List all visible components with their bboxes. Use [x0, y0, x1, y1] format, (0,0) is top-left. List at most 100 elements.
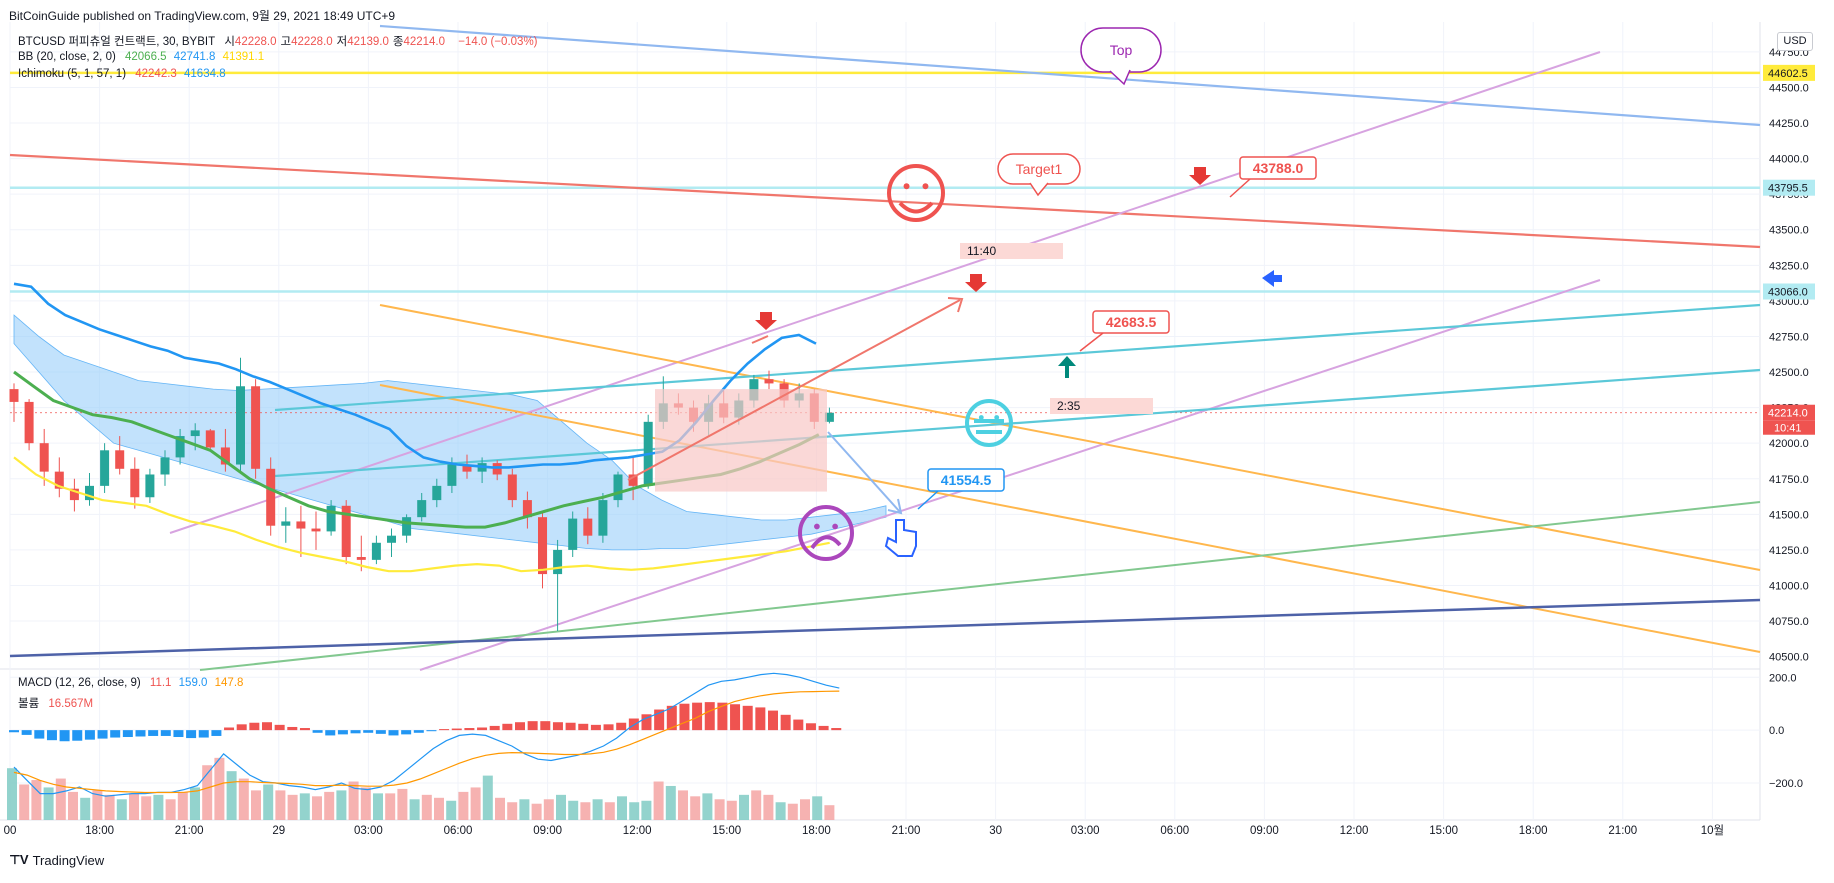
- price-tick-label: 41000.0: [1769, 580, 1809, 592]
- volume-bar: [238, 778, 249, 820]
- ichimoku-legend[interactable]: Ichimoku (5, 1, 57, 1) 42242.3 41634.8: [18, 68, 232, 80]
- bb-label: BB (20, close, 2, 0): [18, 51, 116, 63]
- trendline-red: [9, 153, 1761, 249]
- note-41554-box: [927, 468, 1005, 492]
- time-tick-label: 12:00: [623, 825, 652, 837]
- projection-arrow-up: [627, 299, 961, 481]
- pointing-hand-icon: [884, 519, 917, 557]
- volume-bar: [409, 799, 420, 820]
- happy-face-icon-eye-l: [903, 183, 910, 190]
- countdown-label: 10:41: [1774, 423, 1802, 435]
- price-tick-label: 41250.0: [1769, 545, 1809, 557]
- volume-bar: [385, 793, 396, 820]
- macd-hist-bar: [603, 724, 614, 731]
- candle-body: [628, 474, 638, 486]
- candle-body: [522, 500, 532, 518]
- happy-face-icon-mouth: [898, 201, 934, 214]
- time-tick-label: 30: [989, 825, 1002, 837]
- volume-bar: [592, 799, 603, 820]
- time-tick-label: 15:00: [1429, 825, 1458, 837]
- volume-bar: [226, 771, 237, 820]
- candle-body: [9, 389, 19, 402]
- bb-legend[interactable]: BB (20, close, 2, 0) 42066.5 42741.8 413…: [18, 51, 270, 63]
- volume-bar: [665, 785, 676, 820]
- volume-bar: [336, 790, 347, 820]
- price-tick-label: 42000.0: [1769, 438, 1809, 450]
- candle-body: [326, 505, 336, 532]
- candle-body: [402, 517, 412, 536]
- macd-hist-bar: [451, 728, 462, 731]
- volume-bar: [177, 791, 188, 820]
- volume-bar: [726, 800, 737, 820]
- volume-bar: [690, 796, 701, 820]
- price-badge-43066.0: 43066.0: [1768, 286, 1808, 298]
- main-pane-bg: [10, 22, 1760, 668]
- macd-hist-bar: [413, 730, 424, 733]
- volume-bar: [80, 797, 91, 820]
- volume-bar: [129, 793, 139, 820]
- macd-hist-bar: [337, 730, 348, 735]
- macd-hist-bar: [198, 730, 209, 738]
- time-tick-label: 21:00: [892, 825, 921, 837]
- macd-hist-bar: [388, 730, 399, 736]
- macd-hist-bar: [590, 724, 601, 731]
- volume-bar: [348, 781, 359, 820]
- arrow-head-up: [947, 297, 964, 313]
- macd-hist-bar: [160, 730, 171, 736]
- annotation-layer: 11:40 2:35 Top Target1 43788.0 42683.5 41554.5: [627, 27, 1317, 561]
- macd-hist-bar: [274, 724, 285, 731]
- price-badge-bg: [1763, 64, 1815, 81]
- time-tick-label: 18:00: [802, 825, 831, 837]
- macd-hist-bar: [350, 730, 361, 734]
- volume-bar: [153, 794, 164, 820]
- macd-hist-bar: [805, 723, 816, 731]
- volume-bar: [678, 790, 688, 820]
- macd-hist-bar: [742, 705, 753, 731]
- candle-body: [205, 430, 215, 448]
- macd-hist-bar: [363, 730, 374, 733]
- volume-bar: [104, 794, 115, 820]
- macd-legend[interactable]: MACD (12, 26, close, 9) 11.1 159.0 147.8: [18, 677, 249, 689]
- countdown-bg: [1763, 420, 1815, 435]
- candle-body: [115, 450, 125, 469]
- left-arrow-marker: [1262, 270, 1282, 287]
- publisher-line: BitCoinGuide published on TradingView.co…: [9, 9, 396, 23]
- time-note-235: 2:35: [1057, 399, 1081, 413]
- note-43788: 43788.0: [1253, 160, 1304, 176]
- volume-bar: [482, 775, 493, 820]
- price-badge-42214.0: 42214.0: [1768, 408, 1808, 420]
- ohlc-values: 시42228.0 고42228.0 저42139.0 종42214.0: [224, 36, 449, 48]
- macd-hist-bar: [540, 721, 551, 731]
- symbol-legend[interactable]: BTCUSD 퍼피츄얼 컨트랙트, 30, BYBIT 시42228.0 고422…: [18, 33, 544, 49]
- volume-bar: [68, 791, 78, 820]
- macd-hist-bar: [502, 723, 513, 731]
- chart-grid: [0, 22, 1761, 821]
- volume-bar: [787, 803, 798, 820]
- tradingview-footer[interactable]: ⊤V TradingView: [9, 852, 104, 868]
- yellow-line: [13, 456, 830, 573]
- callout-top: Top: [1110, 42, 1133, 58]
- candle-body: [54, 471, 64, 489]
- price-tick-label: 41750.0: [1769, 474, 1809, 486]
- volume-bar: [641, 800, 652, 820]
- ohlc-value-1: 42228.0: [291, 36, 333, 48]
- macd-hist-bar: [148, 730, 159, 736]
- currency-badge[interactable]: USD: [1777, 32, 1813, 51]
- macd-pane: [7, 672, 842, 820]
- macd-hist-bar: [426, 730, 437, 732]
- volume-bar: [421, 794, 432, 820]
- macd-hist-bar: [59, 730, 70, 742]
- time-note-1140-bg: [960, 243, 1063, 259]
- candle-body: [251, 386, 261, 469]
- volume-bar: [360, 787, 371, 820]
- macd-hist-bar: [401, 730, 412, 735]
- volume-legend[interactable]: 볼륨 16.567M: [18, 695, 99, 711]
- small-arrow: [751, 335, 769, 344]
- signal-line: [13, 690, 840, 794]
- macd-hist-bar: [249, 722, 260, 731]
- volume-bar: [702, 793, 713, 820]
- trend-lines: [9, 24, 1761, 671]
- volume-bar: [568, 800, 579, 820]
